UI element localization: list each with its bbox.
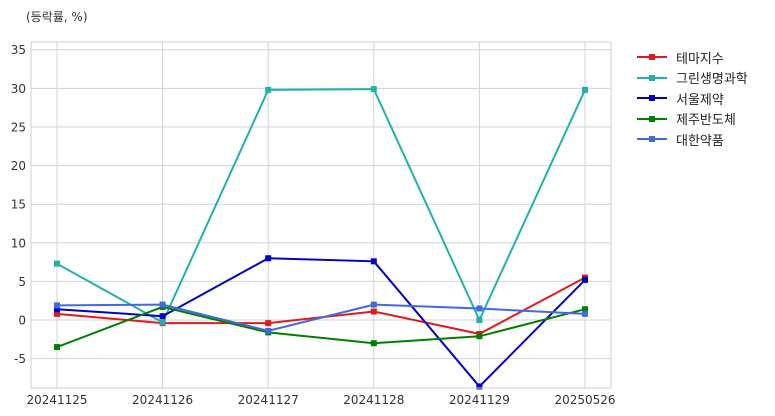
x-tick-label: 20241128 bbox=[343, 393, 404, 407]
y-tick-label: 35 bbox=[11, 43, 26, 57]
series-line bbox=[56, 88, 586, 324]
x-tick-label: 20241127 bbox=[238, 393, 299, 407]
legend-swatch bbox=[637, 95, 667, 102]
data-point bbox=[476, 333, 483, 340]
data-point bbox=[54, 310, 60, 317]
x-tick-label: 20241129 bbox=[449, 393, 510, 407]
plot-border bbox=[30, 41, 612, 389]
y-unit-label: (등락률, %) bbox=[26, 10, 88, 24]
data-point bbox=[476, 317, 483, 324]
legend-swatch bbox=[637, 115, 667, 122]
data-point bbox=[265, 320, 272, 327]
data-point bbox=[476, 305, 483, 312]
data-point bbox=[582, 86, 588, 93]
legend-item: 그린생명과학 bbox=[636, 68, 748, 89]
y-tick-label: 0 bbox=[18, 314, 26, 328]
data-point bbox=[370, 86, 377, 93]
data-point bbox=[265, 255, 272, 262]
series-line bbox=[56, 305, 586, 349]
y-tick-label: 5 bbox=[18, 275, 26, 289]
legend-marker bbox=[649, 136, 655, 143]
data-point bbox=[265, 327, 272, 334]
series-line bbox=[56, 257, 586, 388]
legend-marker bbox=[649, 115, 655, 122]
y-tick-label: -5 bbox=[14, 352, 26, 366]
x-tick-label: 20241125 bbox=[26, 393, 87, 407]
legend-label: 제주반도체 bbox=[676, 113, 736, 129]
data-point bbox=[159, 319, 166, 326]
data-point bbox=[370, 258, 377, 265]
legend-item: 대한약품 bbox=[636, 129, 748, 150]
data-point bbox=[159, 301, 166, 308]
legend-swatch bbox=[637, 74, 667, 81]
legend-marker bbox=[649, 54, 655, 61]
data-point bbox=[370, 340, 377, 347]
data-point bbox=[476, 383, 483, 390]
x-tick-label: 20241126 bbox=[132, 393, 193, 407]
series-layer bbox=[54, 86, 588, 390]
y-tick-label: 30 bbox=[11, 82, 26, 96]
data-point bbox=[370, 301, 377, 308]
data-point bbox=[54, 302, 60, 309]
y-tick-label: 25 bbox=[11, 120, 26, 134]
legend-item: 테마지수 bbox=[636, 47, 748, 68]
y-tick-label: 20 bbox=[11, 159, 26, 173]
grid-layer bbox=[31, 42, 611, 388]
legend-label: 서울제약 bbox=[676, 92, 724, 108]
series-line bbox=[56, 303, 586, 332]
series-5 bbox=[54, 301, 588, 334]
legend-label: 테마지수 bbox=[676, 51, 724, 67]
legend-swatch bbox=[637, 54, 667, 61]
series-2 bbox=[54, 86, 588, 326]
legend-label: 대한약품 bbox=[676, 133, 724, 149]
data-point bbox=[265, 86, 272, 93]
data-point bbox=[582, 276, 588, 283]
series-3 bbox=[54, 255, 588, 390]
data-point bbox=[54, 306, 60, 313]
data-point bbox=[159, 313, 166, 320]
y-tick-label: 10 bbox=[11, 236, 26, 250]
legend-label: 그린생명과학 bbox=[676, 72, 748, 88]
legend-marker bbox=[649, 95, 655, 102]
legend-swatch bbox=[637, 136, 667, 143]
data-point bbox=[582, 306, 588, 313]
tick-labels: -5 0 5 10 15 20 25 30 35 20241125 20241126 20241127… bbox=[11, 43, 616, 407]
data-point bbox=[370, 308, 377, 315]
x-tick-label: 20250526 bbox=[554, 393, 615, 407]
legend-marker bbox=[649, 74, 655, 81]
plot-frame bbox=[30, 41, 612, 389]
legend-item: 서울제약 bbox=[636, 88, 748, 109]
data-point bbox=[54, 344, 60, 351]
data-point bbox=[582, 310, 588, 317]
y-tick-label: 15 bbox=[11, 198, 26, 212]
legend-item: 제주반도체 bbox=[636, 109, 748, 130]
data-point bbox=[54, 260, 60, 267]
